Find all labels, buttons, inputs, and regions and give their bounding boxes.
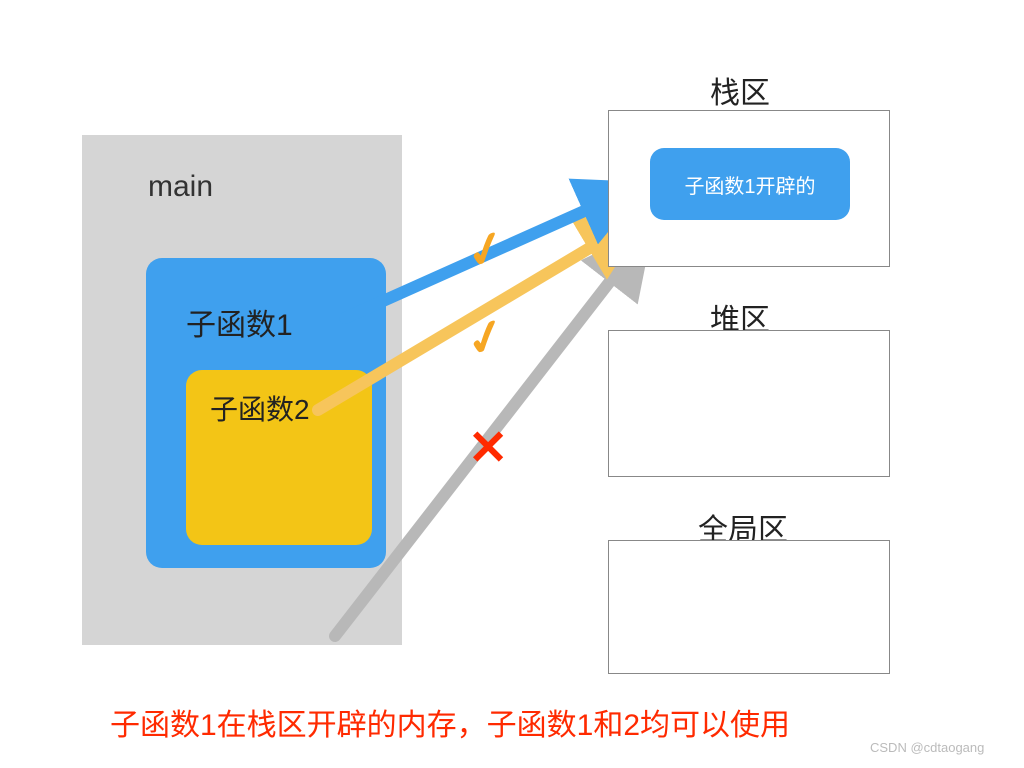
global-region-box [608,540,890,674]
cross-icon: ✕ [468,420,508,476]
caption-text: 子函数1在栈区开辟的内存，子函数1和2均可以使用 [110,700,790,744]
heap-region-box [608,330,890,477]
subfunction-1-label: 子函数1 [186,300,293,344]
stack-region-title: 栈区 [710,68,770,112]
subfunction-2-label: 子函数2 [210,388,310,428]
watermark-text: CSDN @cdtaogang [870,740,984,755]
main-label: main [148,170,213,204]
diagram-canvas: main 子函数1 子函数2 栈区 子函数1开辟的 堆区 全局区 ✓ ✓ ✕ [0,0,1024,768]
stack-item-func1-alloc: 子函数1开辟的 [650,148,850,220]
checkmark-icon: ✓ [459,218,512,283]
checkmark-icon: ✓ [459,306,512,371]
